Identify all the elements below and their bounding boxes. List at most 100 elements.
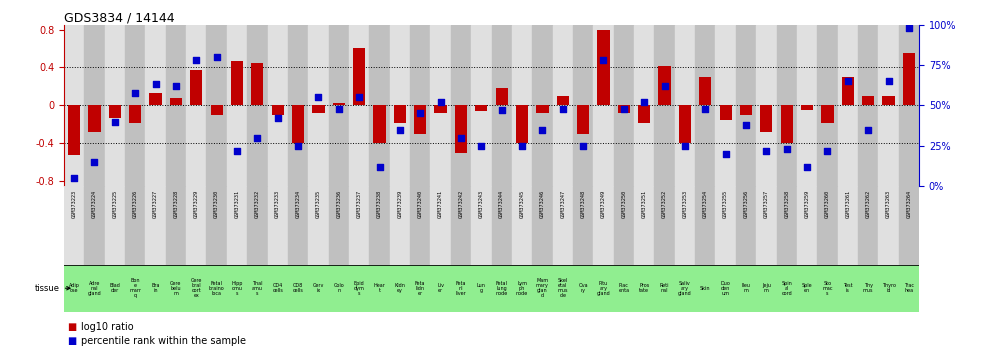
Bar: [720, 105, 731, 120]
Bar: [471, 25, 492, 186]
Bar: [389, 25, 410, 186]
Bar: [556, 96, 569, 105]
Text: Pros
tate: Pros tate: [639, 283, 650, 293]
Bar: [145, 25, 166, 186]
Bar: [512, 25, 532, 186]
Text: GDS3834 / 14144: GDS3834 / 14144: [64, 12, 175, 25]
Bar: [271, 105, 284, 115]
Bar: [353, 48, 366, 105]
Bar: [613, 265, 634, 312]
Text: ■: ■: [67, 336, 76, 346]
Bar: [740, 105, 752, 115]
Point: [250, 135, 265, 141]
Bar: [328, 25, 349, 186]
Bar: [410, 265, 431, 312]
Text: Thy
mus: Thy mus: [863, 283, 874, 293]
Point: [453, 135, 469, 141]
Bar: [838, 265, 858, 312]
Bar: [170, 98, 182, 105]
Text: Cerv
ix: Cerv ix: [313, 283, 324, 293]
Bar: [674, 186, 695, 265]
Bar: [267, 25, 288, 186]
Bar: [617, 105, 630, 113]
Text: GSM373226: GSM373226: [133, 190, 138, 218]
Bar: [149, 93, 161, 105]
Bar: [68, 105, 81, 155]
Bar: [655, 265, 674, 312]
Text: GSM373257: GSM373257: [764, 190, 769, 218]
Bar: [227, 265, 247, 312]
Bar: [206, 265, 227, 312]
Text: Sto
mac
s: Sto mac s: [822, 281, 833, 296]
Bar: [186, 265, 206, 312]
Point: [718, 151, 733, 156]
Bar: [797, 186, 817, 265]
Bar: [125, 186, 145, 265]
Point: [413, 111, 429, 116]
Bar: [455, 105, 467, 153]
Text: GSM373251: GSM373251: [642, 190, 647, 218]
Bar: [451, 265, 471, 312]
Text: GSM373256: GSM373256: [743, 190, 748, 218]
Point: [901, 25, 917, 31]
Bar: [495, 88, 508, 105]
Point: [839, 78, 855, 84]
Text: Sple
en: Sple en: [802, 283, 812, 293]
Bar: [104, 25, 125, 186]
Bar: [679, 105, 691, 143]
Bar: [332, 103, 345, 105]
Text: GSM373234: GSM373234: [296, 190, 301, 218]
Bar: [655, 25, 674, 186]
Bar: [349, 186, 370, 265]
Bar: [716, 186, 736, 265]
Bar: [85, 265, 104, 312]
Bar: [858, 186, 879, 265]
Bar: [532, 186, 552, 265]
Bar: [655, 186, 674, 265]
Bar: [838, 186, 858, 265]
Point: [107, 119, 123, 124]
Bar: [777, 265, 797, 312]
Bar: [309, 186, 328, 265]
Bar: [841, 77, 854, 105]
Text: GSM373253: GSM373253: [682, 190, 687, 218]
Bar: [695, 186, 716, 265]
Bar: [227, 25, 247, 186]
Text: Ileu
m: Ileu m: [741, 283, 751, 293]
Text: GSM373239: GSM373239: [397, 190, 402, 218]
Bar: [145, 186, 166, 265]
Text: Jeju
m: Jeju m: [762, 283, 771, 293]
Text: Adre
nal
gland: Adre nal gland: [87, 281, 101, 296]
Text: GSM373250: GSM373250: [621, 190, 626, 218]
Bar: [370, 265, 389, 312]
Bar: [288, 265, 309, 312]
Text: Thal
amu
s: Thal amu s: [252, 281, 262, 296]
Text: CD4
cells: CD4 cells: [272, 283, 283, 293]
Point: [331, 106, 347, 112]
Bar: [736, 25, 756, 186]
Bar: [756, 265, 777, 312]
Bar: [349, 25, 370, 186]
Point: [554, 106, 570, 112]
Bar: [451, 186, 471, 265]
Text: GSM373259: GSM373259: [805, 190, 810, 218]
Bar: [267, 186, 288, 265]
Text: Spin
al
cord: Spin al cord: [781, 281, 792, 296]
Bar: [883, 96, 895, 105]
Point: [657, 83, 672, 89]
Bar: [227, 186, 247, 265]
Text: GSM373249: GSM373249: [601, 190, 606, 218]
Bar: [879, 265, 898, 312]
Text: Adip
ose: Adip ose: [69, 283, 80, 293]
Text: GSM373230: GSM373230: [214, 190, 219, 218]
Bar: [471, 265, 492, 312]
Bar: [573, 265, 594, 312]
Bar: [817, 186, 838, 265]
Point: [311, 95, 326, 100]
Bar: [634, 265, 655, 312]
Point: [596, 57, 611, 63]
Bar: [573, 186, 594, 265]
Bar: [252, 63, 263, 105]
Text: Cere
bral
cort
ex: Cere bral cort ex: [191, 278, 202, 298]
Bar: [760, 105, 773, 132]
